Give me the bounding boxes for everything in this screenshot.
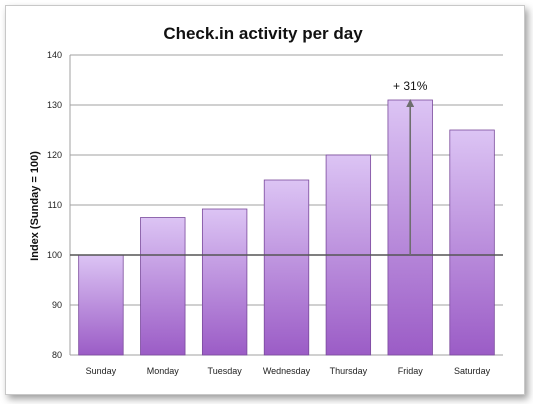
y-tick-label: 120	[47, 150, 62, 160]
x-tick-label: Monday	[147, 366, 180, 376]
x-tick-label: Wednesday	[263, 366, 311, 376]
bar-sunday	[78, 254, 124, 356]
x-tick-label: Saturday	[454, 366, 491, 376]
y-tick-label: 130	[47, 100, 62, 110]
x-tick-label: Friday	[398, 366, 424, 376]
increase-annotation: + 31%	[393, 79, 428, 93]
y-tick-label: 140	[47, 50, 62, 60]
x-tick-label: Tuesday	[208, 366, 243, 376]
chart-title: Check.in activity per day	[163, 24, 363, 43]
y-axis-label: Index (Sunday = 100)	[29, 151, 41, 261]
y-tick-label: 110	[48, 200, 62, 210]
y-tick-label: 100	[47, 250, 62, 260]
chart-slide: Check.in activity per day Index (Sunday …	[5, 5, 525, 395]
x-tick-label: Thursday	[330, 366, 368, 376]
bar-monday	[140, 217, 186, 356]
bar-chart: Check.in activity per day Index (Sunday …	[29, 24, 503, 376]
bar-tuesday	[201, 208, 248, 356]
bars	[78, 99, 495, 356]
x-tick-label: Sunday	[86, 366, 117, 376]
bar-saturday	[449, 129, 495, 356]
bar-wednesday	[263, 179, 310, 356]
x-tick-labels: Sunday Monday Tuesday Wednesday Thursday Frid…	[86, 366, 491, 376]
y-tick-labels: 80 90 100 110 120 130 140	[47, 50, 62, 360]
annotation-group: + 31%	[393, 79, 428, 255]
y-tick-label: 80	[52, 350, 62, 360]
y-tick-label: 90	[52, 300, 62, 310]
